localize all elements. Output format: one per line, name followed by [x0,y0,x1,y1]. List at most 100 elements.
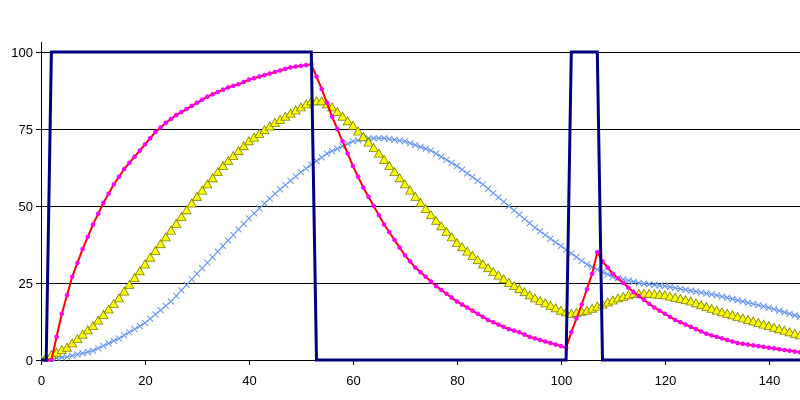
series-4-point [219,242,227,250]
series-3-point [701,301,712,311]
series-2-point [662,311,668,317]
x-tick-label-20: 20 [138,373,152,388]
series-3-point [488,266,499,276]
series-4-point [515,211,523,218]
series-4-point [162,302,170,310]
series-2-point [605,265,610,270]
series-4-point [734,296,741,304]
series-4-point [437,153,445,161]
series-2-point [626,285,631,290]
series-2-point [64,293,70,298]
series-2-point [688,324,694,330]
series-4-point [193,270,201,278]
series-2-point [724,337,730,343]
series-2-point [194,100,200,106]
series-4-point [474,177,482,185]
series-2-point [652,305,657,310]
series-4-point [557,242,565,250]
series-3-point [160,232,171,242]
series-4-point [448,159,456,167]
series-2-point [620,280,626,286]
series-2-point [298,63,304,69]
series-2-point [418,269,423,275]
series-4-point [146,315,154,323]
series-2-point [491,320,496,325]
series-2-point [543,339,548,344]
series-2-point [127,160,132,166]
series-2-point [522,332,527,337]
series-4-point [630,278,637,286]
series-1-line [41,50,800,362]
series-4-point [157,306,164,314]
series-4-point [775,307,783,315]
series-4-point [422,145,430,153]
series-2-point [80,246,85,252]
series-2-point [766,345,772,351]
series-4-point [500,198,508,206]
series-2-point [672,317,678,323]
series-3-point [212,166,223,177]
series-3-point [420,203,431,214]
series-4-point [333,145,341,153]
series-3-point [378,154,390,164]
series-2-point [251,75,257,81]
series-2-point [761,344,766,350]
series-4-point [687,287,695,295]
series-3-point [113,293,125,303]
series-3-point [155,238,166,249]
series-4-point [536,227,544,235]
series-2-point [745,342,751,347]
series-2-point [345,151,351,156]
series-4-point [349,137,357,145]
series-2-point [49,357,54,362]
series-2-point [142,142,148,147]
series-3-point [456,241,468,252]
x-tick-label-80: 80 [450,373,464,388]
series-3-point [352,126,364,136]
series-4-point [224,237,232,244]
series-4-point [713,291,721,299]
series-3-point [186,198,197,208]
series-2-point [59,311,65,317]
series-3-point [706,303,717,313]
series-2-point [641,297,647,303]
series-3-point [534,295,546,305]
series-3-point [794,330,800,340]
series-2-point [750,343,756,348]
series-2-point [69,274,75,280]
series-3-point [550,302,561,313]
series-2-point [189,103,195,109]
series-2-point [340,139,345,144]
series-4-point [697,289,705,296]
series-4-point [266,195,274,202]
series-3-point [763,320,774,331]
series-2-point [449,295,455,300]
series-2-point [740,341,746,347]
series-4-point [463,169,471,177]
series-4-point [287,177,294,185]
series-2-point [428,279,434,284]
series-4-point [250,210,258,217]
series-2-point [714,334,720,340]
series-4-point [723,294,731,302]
series-2-point [116,174,122,179]
series-2-point [371,203,377,209]
series-2-line [41,63,800,361]
series-4-point [302,165,310,172]
series-2-point [90,222,96,227]
series-3-point [555,305,567,315]
series-2-point [709,333,714,338]
series-4-point [74,351,81,358]
series-3-point [711,305,722,315]
series-4-point [323,150,331,157]
series-3-point [207,172,218,183]
series-4-point [552,238,560,246]
series-4-point [89,347,97,355]
series-4-point [276,186,284,193]
series-2-point [179,109,184,115]
series-2-point [350,163,356,169]
series-2-point [792,349,798,354]
series-2-point [246,77,252,82]
series-2-point [569,330,574,335]
series-3-point [503,277,515,287]
